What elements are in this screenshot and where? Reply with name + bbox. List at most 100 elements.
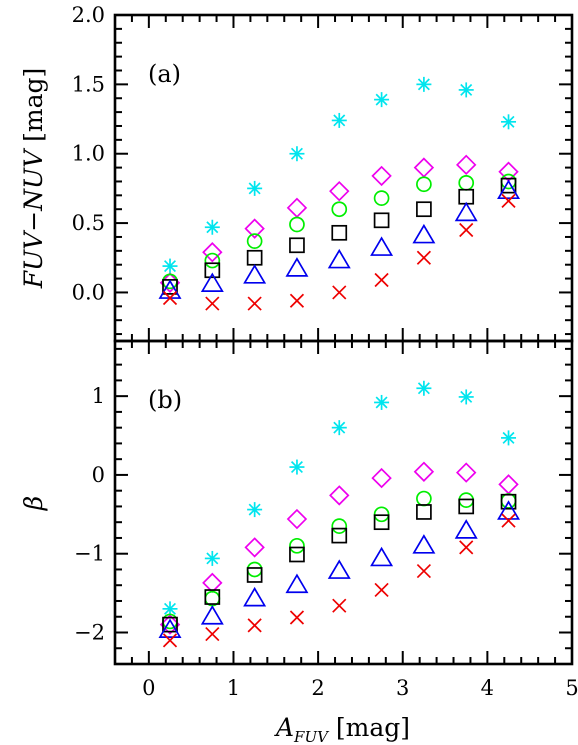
marker-stroke [417,78,430,91]
marker-shape [204,252,221,269]
marker-stroke [374,582,389,598]
marker-stroke [290,461,303,474]
data-point-cross [501,193,516,208]
marker-shape [329,485,350,506]
marker-shape [416,504,432,520]
data-point-cross [332,598,347,613]
data-point-circle [416,490,432,507]
data-point-triangle [327,248,351,269]
data-point-diamond [202,242,223,263]
marker-shape [246,249,263,266]
y-tick-label: 1.5 [72,72,105,96]
x-tick-label: 4 [481,676,494,700]
marker-shape [246,233,263,249]
data-point-square [458,188,475,205]
marker-shape [413,157,435,178]
data-point-cross [374,582,389,598]
marker-stroke [502,115,515,128]
marker-shape [370,546,394,567]
data-point-cross [501,513,516,528]
marker-shape [244,537,265,558]
marker-shape [371,467,392,489]
marker-shape [243,264,267,284]
data-point-triangle [370,546,394,567]
data-point-triangle [454,519,478,539]
marker-shape [416,201,432,218]
data-point-cross [247,618,262,633]
marker-shape [500,177,517,194]
marker-shape [412,223,436,244]
marker-shape [331,201,348,218]
y-axis-title-a: FUV−NUV [mag] [19,68,48,290]
y-tick-label: 1 [92,384,105,408]
data-point-asterisk [289,146,305,162]
data-point-square [204,262,221,279]
data-point-circle [458,175,475,191]
marker-shape [373,190,390,206]
x-tick-label: 3 [396,676,409,700]
marker-stroke [290,147,303,160]
marker-stroke [417,382,430,395]
marker-stroke [247,618,262,633]
data-point-asterisk [374,394,390,410]
marker-shape [289,216,305,233]
data-point-cross [289,293,305,308]
marker-stroke [459,540,474,555]
data-point-triangle [243,586,267,607]
data-point-cross [416,563,431,579]
marker-shape [458,188,475,205]
marker-stroke [332,285,347,300]
marker-stroke [248,503,261,516]
data-point-cross [162,633,178,648]
marker-shape [329,180,350,202]
data-point-asterisk [204,550,220,566]
data-point-square [500,177,517,194]
data-point-triangle [158,618,182,638]
marker-stroke [416,563,431,579]
marker-stroke [501,193,516,208]
x-axis-title: AFUV [mag] [274,713,410,745]
data-point-asterisk [416,380,432,396]
marker-shape [458,498,475,515]
marker-shape [373,506,390,523]
data-point-asterisk [501,430,517,446]
marker-stroke [375,396,388,409]
data-point-triangle [327,559,351,579]
data-point-square [331,224,348,241]
data-point-square [458,498,475,515]
marker-shape [204,262,221,279]
data-point-cross [289,610,305,625]
data-point-circle [331,201,348,218]
marker-stroke [164,602,177,615]
data-point-diamond [244,218,265,239]
marker-shape [327,248,351,269]
marker-stroke [374,272,389,288]
y-axis-title-b: β [19,496,48,511]
data-point-diamond [498,474,519,495]
x-axis-title-unit: [mag] [328,713,410,742]
data-point-cross [162,290,178,306]
marker-shape [202,242,223,263]
marker-stroke [247,296,262,311]
data-point-diamond [413,461,435,482]
data-point-diamond [159,614,181,635]
panel-b: −2 −1 0 1 0 1 2 3 4 5 (b) β AFUV [mag] [19,339,578,745]
marker-shape [331,518,348,534]
data-point-circle [416,176,432,193]
data-point-diamond [244,537,265,558]
data-point-triangle [200,272,224,292]
marker-shape [373,514,390,531]
data-point-square [162,616,178,633]
data-point-circle [246,561,263,578]
marker-shape [286,508,308,530]
marker-stroke [333,421,346,434]
data-point-triangle [412,223,436,244]
data-point-triangle [243,264,267,284]
data-point-asterisk [247,502,263,518]
data-point-diamond [286,508,308,530]
x-tick-label: 1 [227,676,240,700]
marker-shape [159,614,181,635]
marker-stroke [459,222,474,238]
marker-stroke [206,552,219,565]
